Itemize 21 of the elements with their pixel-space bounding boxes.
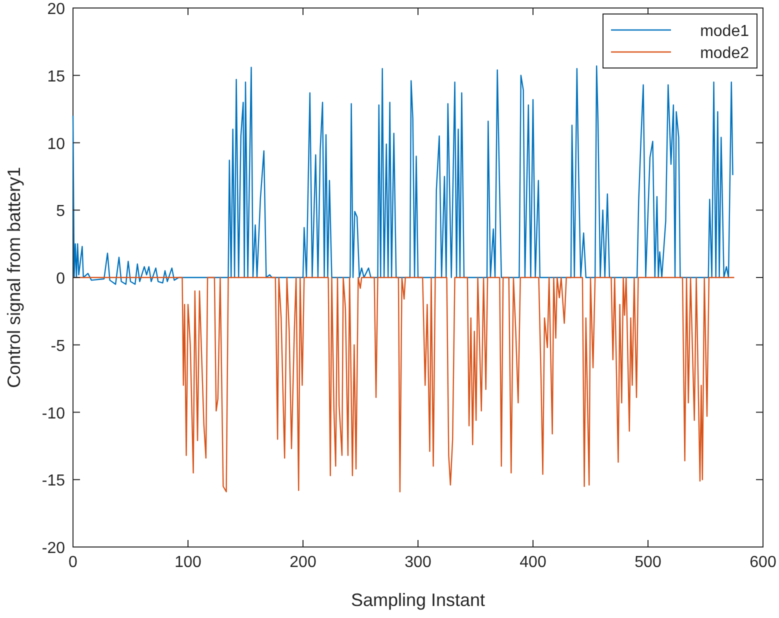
y-axis-title: Control signal from battery1: [4, 166, 24, 388]
x-axis-title: Sampling Instant: [350, 590, 486, 610]
x-tick-label: 300: [404, 554, 432, 571]
y-tick-label: -20: [42, 540, 66, 557]
legend-label: mode1: [700, 23, 750, 40]
x-tick-label: 400: [520, 554, 546, 571]
y-tick-label: -15: [42, 472, 66, 490]
legend-label: mode2: [700, 45, 750, 62]
x-tick-label: 100: [174, 554, 202, 571]
y-tick-label: -5: [50, 338, 66, 355]
y-tick-label: -10: [42, 405, 66, 422]
y-tick-label: 0: [56, 270, 66, 288]
y-tick-label: 10: [47, 136, 66, 153]
x-tick-label: 500: [634, 554, 662, 571]
x-tick-label: 200: [290, 554, 316, 571]
x-tick-label: 0: [68, 554, 78, 571]
y-tick-label: 15: [47, 68, 66, 86]
y-tick-label: 5: [56, 203, 66, 220]
line-series: [72, 65, 734, 285]
y-tick-label: 20: [47, 1, 66, 18]
x-tick-label: 600: [750, 554, 776, 571]
